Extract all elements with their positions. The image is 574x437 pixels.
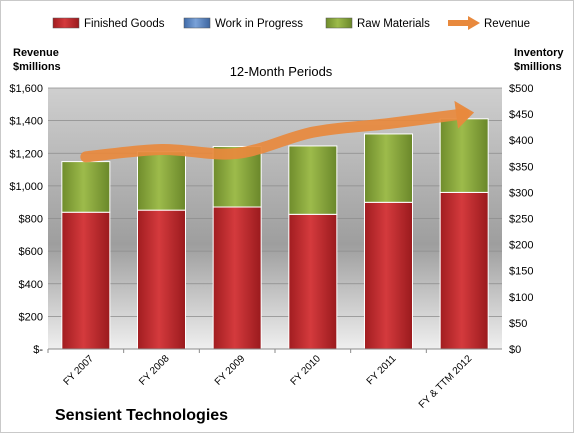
left-tick-label: $-	[33, 344, 43, 356]
left-axis-label-line1: Revenue	[13, 47, 59, 59]
right-tick-label: $350	[509, 161, 533, 173]
legend-swatch-work-in-progress	[184, 18, 210, 28]
legend-label: Work in Progress	[215, 18, 303, 30]
right-tick-label: $50	[509, 318, 527, 330]
legend-label: Revenue	[484, 18, 530, 30]
bar-finished-goods	[138, 210, 186, 349]
left-axis-label-line2: $millions	[13, 61, 61, 73]
x-tick-label: FY 2009	[213, 353, 248, 388]
right-tick-label: $200	[509, 240, 533, 252]
x-tick-label: FY 2011	[365, 353, 399, 387]
x-axis: FY 2007 FY 2008 FY 2009 FY 2010 FY 2011 FY & …	[48, 349, 475, 411]
right-tick-label: $450	[509, 109, 533, 121]
right-axis: $0 $50 $100 $150 $200 $250 $300 $350 $400 $450 $50…	[509, 83, 533, 356]
legend-swatch-raw-materials	[326, 18, 352, 28]
x-tick-label: FY 2007	[62, 353, 97, 388]
right-tick-label: $150	[509, 266, 533, 278]
right-tick-label: $300	[509, 187, 533, 199]
bar-raw-materials	[440, 119, 488, 193]
right-axis-label-line1: Inventory	[514, 47, 564, 59]
right-tick-label: $500	[509, 83, 533, 95]
legend-arrowhead	[468, 16, 480, 30]
x-tick-label: FY & TTM 2012	[417, 353, 475, 411]
left-tick-label: $200	[19, 311, 43, 323]
right-tick-label: $0	[509, 344, 521, 356]
bar-finished-goods	[365, 202, 413, 349]
left-tick-label: $1,400	[9, 116, 43, 128]
left-tick-label: $1,600	[9, 83, 43, 95]
right-tick-label: $100	[509, 292, 533, 304]
company-name: Sensient Technologies	[55, 407, 228, 425]
right-tick-label: $400	[509, 135, 533, 147]
bar-finished-goods	[289, 214, 337, 349]
x-tick-label: FY 2010	[289, 353, 324, 388]
left-tick-label: $1,000	[9, 181, 43, 193]
bar-raw-materials	[62, 162, 110, 213]
x-tick-label: FY 2008	[137, 353, 172, 388]
right-tick-label: $250	[509, 214, 533, 226]
bar-finished-goods	[440, 192, 488, 349]
legend-label: Finished Goods	[84, 18, 165, 30]
bar-finished-goods	[213, 207, 261, 349]
left-axis: $- $200 $400 $600 $800 $1,000 $1,200 $1,400 $1,6…	[9, 83, 43, 356]
bar-raw-materials	[138, 152, 186, 210]
right-axis-label-line2: $millions	[514, 61, 562, 73]
bar-raw-materials	[365, 134, 413, 202]
legend-swatch-finished-goods	[53, 18, 79, 28]
chart-title: 12-Month Periods	[230, 64, 333, 79]
left-tick-label: $800	[19, 214, 43, 226]
left-tick-label: $1,200	[9, 148, 43, 160]
legend-label: Raw Materials	[357, 18, 430, 30]
left-tick-label: $400	[19, 279, 43, 291]
bar-finished-goods	[62, 212, 110, 349]
bar-raw-materials	[289, 146, 337, 214]
left-tick-label: $600	[19, 246, 43, 258]
legend: Finished Goods Work in Progress Raw Materi…	[53, 16, 530, 30]
